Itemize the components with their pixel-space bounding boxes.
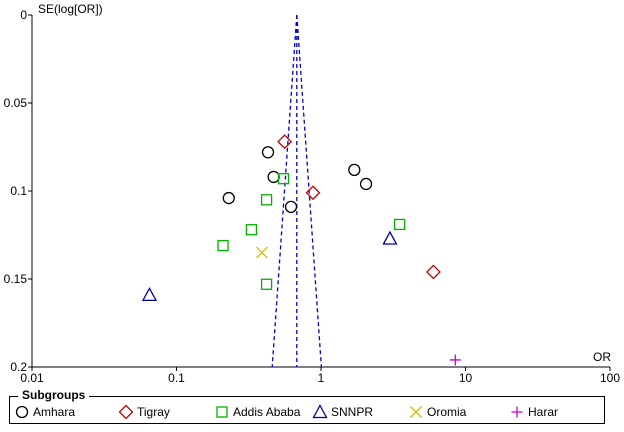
legend-item-addis-ababa: Addis Ababa <box>214 404 300 420</box>
point-addis-ababa <box>217 239 229 252</box>
x-tick-label: 100 <box>600 371 620 385</box>
point-snnpr <box>382 230 398 245</box>
funnel-lines <box>271 14 323 368</box>
point-amhara <box>284 200 298 213</box>
x-tick-label: 10 <box>459 371 473 385</box>
legend-box <box>9 396 605 424</box>
legend-marker <box>312 404 328 419</box>
circle-marker-icon <box>15 405 29 419</box>
x-tick-label: 0.01 <box>20 371 44 385</box>
data-points <box>141 134 461 366</box>
funnel-left-line <box>271 14 298 368</box>
legend-marker <box>511 406 523 418</box>
legend-label: Oromia <box>427 405 467 419</box>
point-snnpr <box>141 286 158 301</box>
legend-label: SNNPR <box>331 405 374 419</box>
x-marker-icon <box>410 406 422 418</box>
axes: 0.01 0.1 1 10 100 0 0.05 0.1 0.15 0.2 <box>4 8 621 385</box>
point-tigray <box>305 185 321 201</box>
legend-item-snnpr: SNNPR <box>312 404 373 420</box>
point-oromia <box>255 246 268 259</box>
triangle-marker-icon <box>312 404 328 419</box>
x-tick-label: 1 <box>318 371 325 385</box>
legend-item-oromia: Oromia <box>408 404 466 420</box>
legend-marker <box>216 406 228 418</box>
point-addis-ababa <box>245 224 258 236</box>
legend-item-harar: Harar <box>509 404 558 420</box>
diamond-marker-icon <box>118 404 134 420</box>
point-addis-ababa <box>260 194 273 206</box>
point-amhara <box>261 146 275 159</box>
legend-title: Subgroups <box>18 388 90 402</box>
point-amhara <box>359 177 373 191</box>
y-axis-label: SE(log[OR]) <box>38 2 103 16</box>
legend-marker <box>118 404 134 420</box>
legend-item-tigray: Tigray <box>118 404 170 420</box>
legend-label: Addis Ababa <box>233 405 301 419</box>
legend-label: Tigray <box>137 405 170 419</box>
y-tick-label: 0.2 <box>10 360 27 374</box>
y-tick-label: 0 <box>20 8 27 22</box>
point-tigray <box>277 134 293 150</box>
point-addis-ababa <box>393 218 406 231</box>
point-addis-ababa <box>260 278 273 290</box>
y-tick-label: 0.15 <box>4 272 28 286</box>
y-tick-label: 0.1 <box>10 184 27 198</box>
point-amhara <box>222 191 235 205</box>
y-tick-label: 0.05 <box>4 96 28 110</box>
square-marker-icon <box>216 406 228 418</box>
point-amhara <box>267 170 280 184</box>
plus-marker-icon <box>511 406 523 418</box>
legend-label: Amhara <box>33 405 76 419</box>
point-addis-ababa <box>277 173 290 185</box>
point-harar <box>449 354 461 366</box>
legend-label: Harar <box>528 405 559 419</box>
x-tick-label: 0.1 <box>168 371 185 385</box>
point-amhara <box>348 163 361 177</box>
legend-item-amhara: Amhara <box>14 404 75 420</box>
x-axis-label: OR <box>593 350 611 364</box>
legend-marker <box>15 405 29 419</box>
legend-marker <box>410 406 422 418</box>
point-tigray <box>426 264 441 280</box>
